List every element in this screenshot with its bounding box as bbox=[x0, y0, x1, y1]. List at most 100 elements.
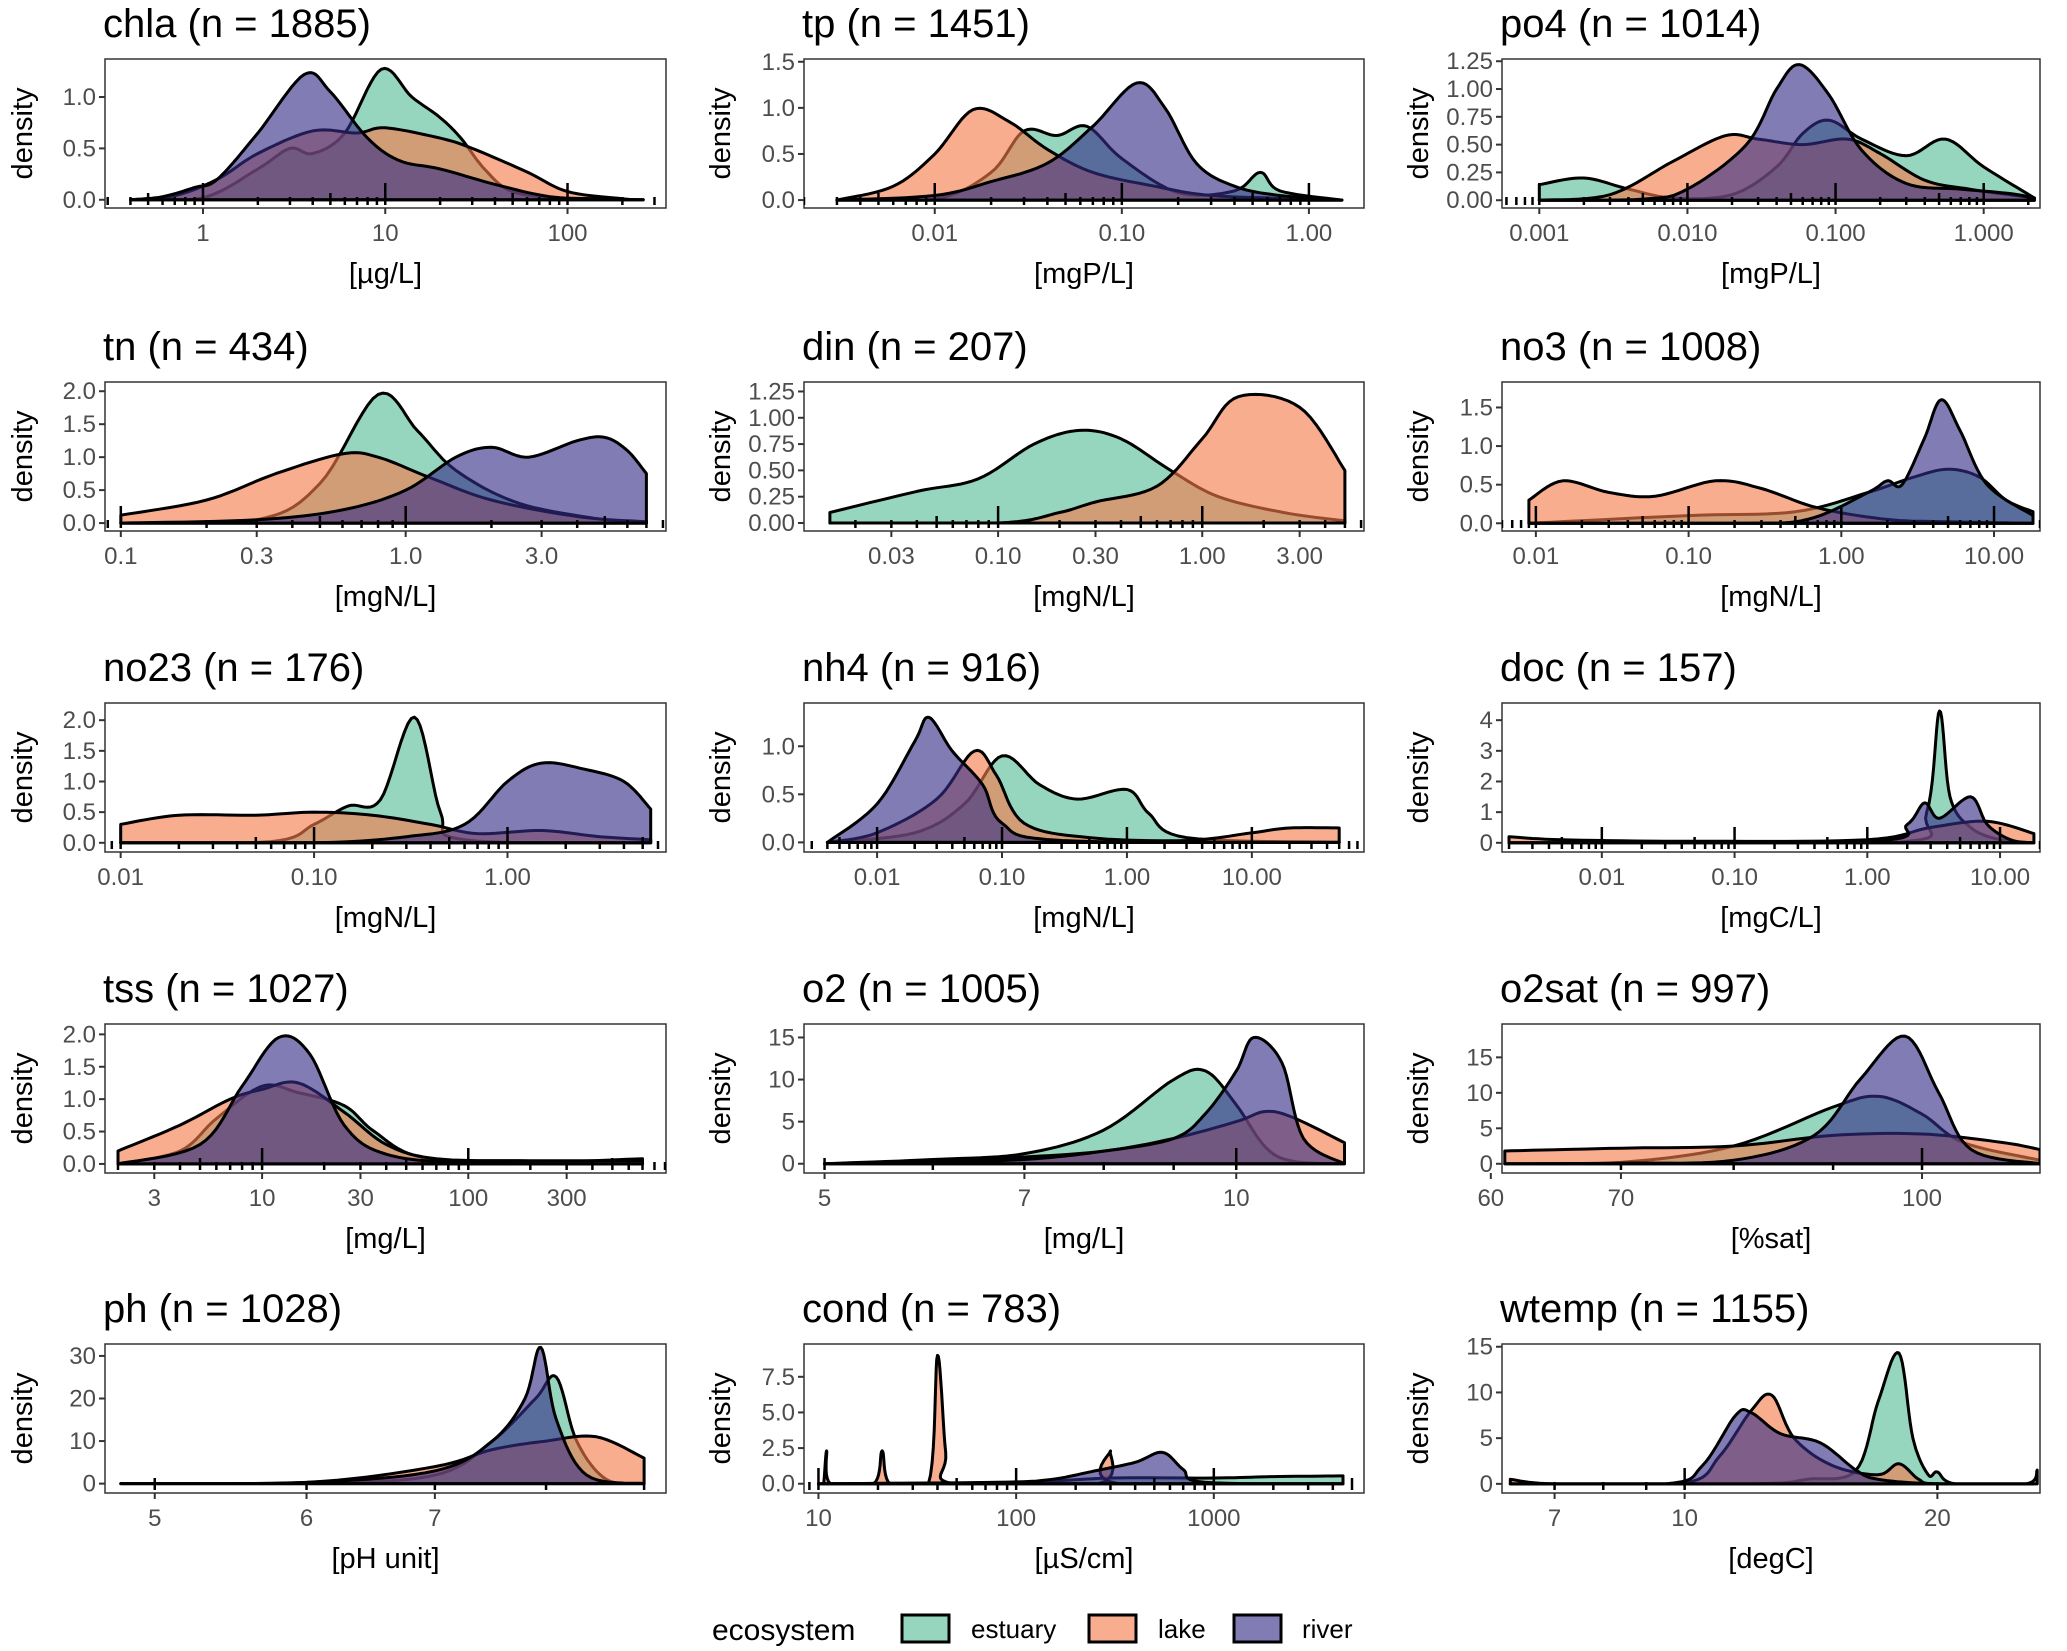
density-river bbox=[119, 1345, 646, 1486]
panel-ph: ph (n = 1028) 0 10 20 30 5 6 7 [pH unit] density bbox=[7, 1287, 667, 1575]
y-tick-label: 0.5 bbox=[63, 1119, 96, 1146]
x-tick-label: 0.1 bbox=[104, 543, 137, 570]
panel-cond: cond (n = 783) 0.0 2.5 5.0 7.5 10 100 1000 [µS/c… bbox=[705, 1287, 1365, 1575]
y-tick-label: 2.5 bbox=[762, 1435, 795, 1462]
panel-title: wtemp (n = 1155) bbox=[1499, 1287, 1809, 1331]
x-tick-label: 3 bbox=[148, 1185, 161, 1212]
x-tick-label: 10.00 bbox=[1964, 543, 2024, 570]
y-tick-label: 0.5 bbox=[1460, 472, 1493, 499]
density-layer bbox=[828, 392, 1363, 528]
x-axis-title: [mg/L] bbox=[345, 1223, 426, 1255]
density-river bbox=[1508, 1408, 2035, 1486]
density-layer bbox=[119, 1345, 646, 1490]
y-tick-label: 1.00 bbox=[1446, 76, 1493, 103]
y-axis-title: density bbox=[7, 87, 39, 179]
density-river bbox=[823, 1035, 1346, 1166]
x-tick-label: 0.001 bbox=[1509, 220, 1569, 247]
panel-tn: tn (n = 434) 0.0 0.5 1.0 1.5 2.0 0.1 0.3 1.0 3.0 [… bbox=[7, 325, 667, 613]
x-tick-label: 1000 bbox=[1187, 1505, 1240, 1532]
panel-title: po4 (n = 1014) bbox=[1500, 2, 1761, 46]
y-axis-title: density bbox=[7, 1372, 39, 1464]
panel-title: ph (n = 1028) bbox=[103, 1287, 342, 1331]
y-tick-label: 1.5 bbox=[63, 738, 96, 765]
density-layer bbox=[1505, 63, 2036, 205]
density-river bbox=[1527, 398, 2035, 525]
density-river bbox=[116, 1034, 644, 1166]
y-tick-label: 0.0 bbox=[63, 187, 96, 214]
y-tick-label: 2.0 bbox=[63, 1021, 96, 1048]
y-tick-label: 2.0 bbox=[63, 378, 96, 405]
x-axis-title: [%sat] bbox=[1731, 1223, 1812, 1255]
x-tick-label: 10 bbox=[1223, 1185, 1250, 1212]
x-axis-title: [mgC/L] bbox=[1720, 902, 1822, 934]
x-tick-label: 3.00 bbox=[1276, 543, 1323, 570]
density-river bbox=[1507, 795, 2036, 845]
panel-wtemp: wtemp (n = 1155) 0 5 10 15 7 10 20 [degC] density bbox=[1403, 1287, 2041, 1575]
panel-title: din (n = 207) bbox=[802, 325, 1028, 369]
x-tick-label: 1.00 bbox=[1818, 543, 1865, 570]
y-tick-label: 0 bbox=[1480, 1151, 1493, 1178]
y-axis-title: density bbox=[7, 731, 39, 823]
x-tick-label: 100 bbox=[448, 1185, 488, 1212]
y-tick-label: 10 bbox=[768, 1067, 795, 1094]
x-axis-title: [mgN/L] bbox=[335, 581, 437, 613]
x-tick-label: 100 bbox=[996, 1505, 1036, 1532]
x-tick-label: 0.01 bbox=[854, 864, 901, 891]
x-tick-label: 5 bbox=[148, 1505, 161, 1532]
y-tick-label: 1.25 bbox=[1446, 48, 1493, 75]
y-tick-label: 2.0 bbox=[63, 707, 96, 734]
y-tick-label: 1.0 bbox=[63, 84, 96, 111]
y-tick-label: 1.5 bbox=[762, 49, 795, 76]
y-tick-label: 0.00 bbox=[1446, 187, 1493, 214]
x-tick-label: 20 bbox=[1924, 1505, 1951, 1532]
x-tick-label: 0.01 bbox=[97, 864, 144, 891]
density-river bbox=[1537, 63, 2036, 202]
panel-chla: chla (n = 1885) 0.0 0.5 1.0 1 10 100 [µg/L] dens… bbox=[7, 2, 667, 290]
y-tick-label: 1.5 bbox=[1460, 394, 1493, 421]
x-tick-label: 3.0 bbox=[525, 543, 558, 570]
y-tick-label: 30 bbox=[69, 1343, 96, 1370]
y-tick-label: 0.0 bbox=[762, 187, 795, 214]
panel-title: tss (n = 1027) bbox=[103, 967, 349, 1011]
x-tick-label: 0.10 bbox=[975, 543, 1022, 570]
y-tick-label: 1 bbox=[1480, 799, 1493, 826]
x-axis-title: [mgN/L] bbox=[1033, 902, 1135, 934]
density-river bbox=[817, 1450, 1345, 1486]
density-river bbox=[119, 761, 653, 845]
y-tick-label: 0 bbox=[782, 1151, 795, 1178]
y-axis-title: density bbox=[705, 87, 737, 179]
y-tick-label: 7.5 bbox=[762, 1364, 795, 1391]
y-tick-label: 5.0 bbox=[762, 1399, 795, 1426]
x-tick-label: 0.01 bbox=[1578, 864, 1625, 891]
x-axis-title: [mg/L] bbox=[1044, 1223, 1125, 1255]
x-tick-label: 0.3 bbox=[240, 543, 273, 570]
x-tick-label: 10.00 bbox=[1970, 864, 2030, 891]
y-tick-label: 1.0 bbox=[63, 1086, 96, 1113]
panel-o2sat: o2sat (n = 997) 0 5 10 15 60 70 100 [%sat] densit… bbox=[1403, 967, 2041, 1255]
x-axis-title: [µg/L] bbox=[349, 258, 422, 290]
y-tick-label: 0.0 bbox=[1460, 510, 1493, 537]
density-layer bbox=[1502, 398, 2040, 528]
x-tick-label: 100 bbox=[547, 220, 587, 247]
panel-title: no3 (n = 1008) bbox=[1500, 325, 1761, 369]
x-tick-label: 0.01 bbox=[911, 220, 958, 247]
y-tick-label: 1.0 bbox=[762, 733, 795, 760]
panel-title: tp (n = 1451) bbox=[802, 2, 1030, 46]
panel-title: o2sat (n = 997) bbox=[1500, 967, 1770, 1011]
y-axis-title: density bbox=[7, 410, 39, 502]
y-tick-label: 0 bbox=[1480, 1471, 1493, 1498]
density-river bbox=[1503, 1034, 2040, 1166]
x-tick-label: 1.00 bbox=[1844, 864, 1891, 891]
y-tick-label: 5 bbox=[1480, 1425, 1493, 1452]
legend-label-estuary: estuary bbox=[971, 1614, 1056, 1644]
x-tick-label: 10 bbox=[372, 220, 399, 247]
y-axis-title: density bbox=[705, 1372, 737, 1464]
y-tick-label: 0.5 bbox=[63, 477, 96, 504]
y-tick-label: 15 bbox=[768, 1024, 795, 1051]
y-axis-title: density bbox=[1403, 87, 1435, 179]
panel-title: chla (n = 1885) bbox=[103, 2, 371, 46]
y-tick-label: 0.0 bbox=[762, 829, 795, 856]
y-tick-label: 2 bbox=[1480, 768, 1493, 795]
y-tick-label: 0.50 bbox=[1446, 132, 1493, 159]
